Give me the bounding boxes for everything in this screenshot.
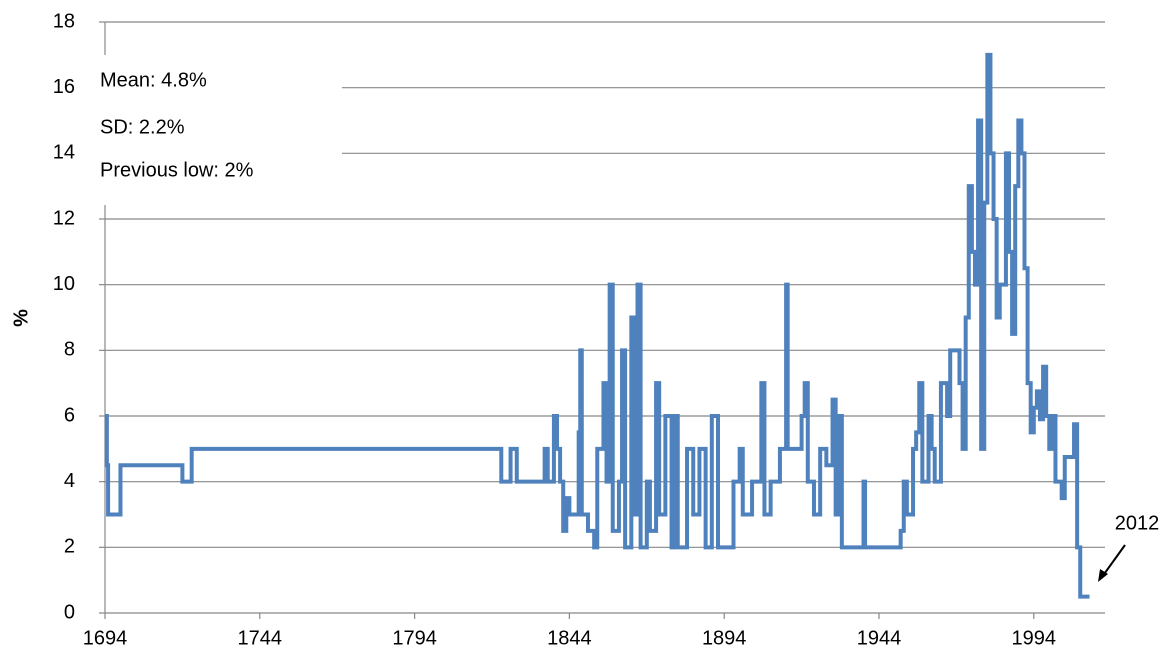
x-tick-label: 1794 bbox=[392, 627, 437, 649]
y-tick-label: 0 bbox=[64, 601, 75, 623]
annotation: SD: 2.2% bbox=[100, 116, 185, 138]
y-tick-label: 2 bbox=[64, 536, 75, 558]
x-tick-label: 1894 bbox=[702, 627, 747, 649]
y-axis-label: % bbox=[10, 309, 32, 327]
y-tick-label: 18 bbox=[53, 10, 75, 32]
annotation: Previous low: 2% bbox=[100, 159, 254, 181]
y-tick-label: 8 bbox=[64, 339, 75, 361]
y-tick-label: 6 bbox=[64, 404, 75, 426]
y-tick-label: 12 bbox=[53, 207, 75, 229]
x-tick-label: 1744 bbox=[238, 627, 283, 649]
y-tick-label: 16 bbox=[53, 76, 75, 98]
x-tick-label: 1994 bbox=[1012, 627, 1057, 649]
callout-label: 2012 bbox=[1115, 512, 1160, 534]
y-tick-label: 4 bbox=[64, 470, 75, 492]
x-tick-label: 1694 bbox=[83, 627, 128, 649]
annotation-box bbox=[92, 55, 342, 205]
y-tick-label: 14 bbox=[53, 142, 75, 164]
callout-arrow bbox=[1101, 544, 1126, 578]
y-tick-label: 10 bbox=[53, 273, 75, 295]
line-series bbox=[104, 52, 1090, 599]
x-tick-label: 1844 bbox=[547, 627, 592, 649]
annotation: Mean: 4.8% bbox=[100, 69, 207, 91]
x-tick-label: 1944 bbox=[857, 627, 902, 649]
callout-arrowhead bbox=[1098, 569, 1108, 582]
